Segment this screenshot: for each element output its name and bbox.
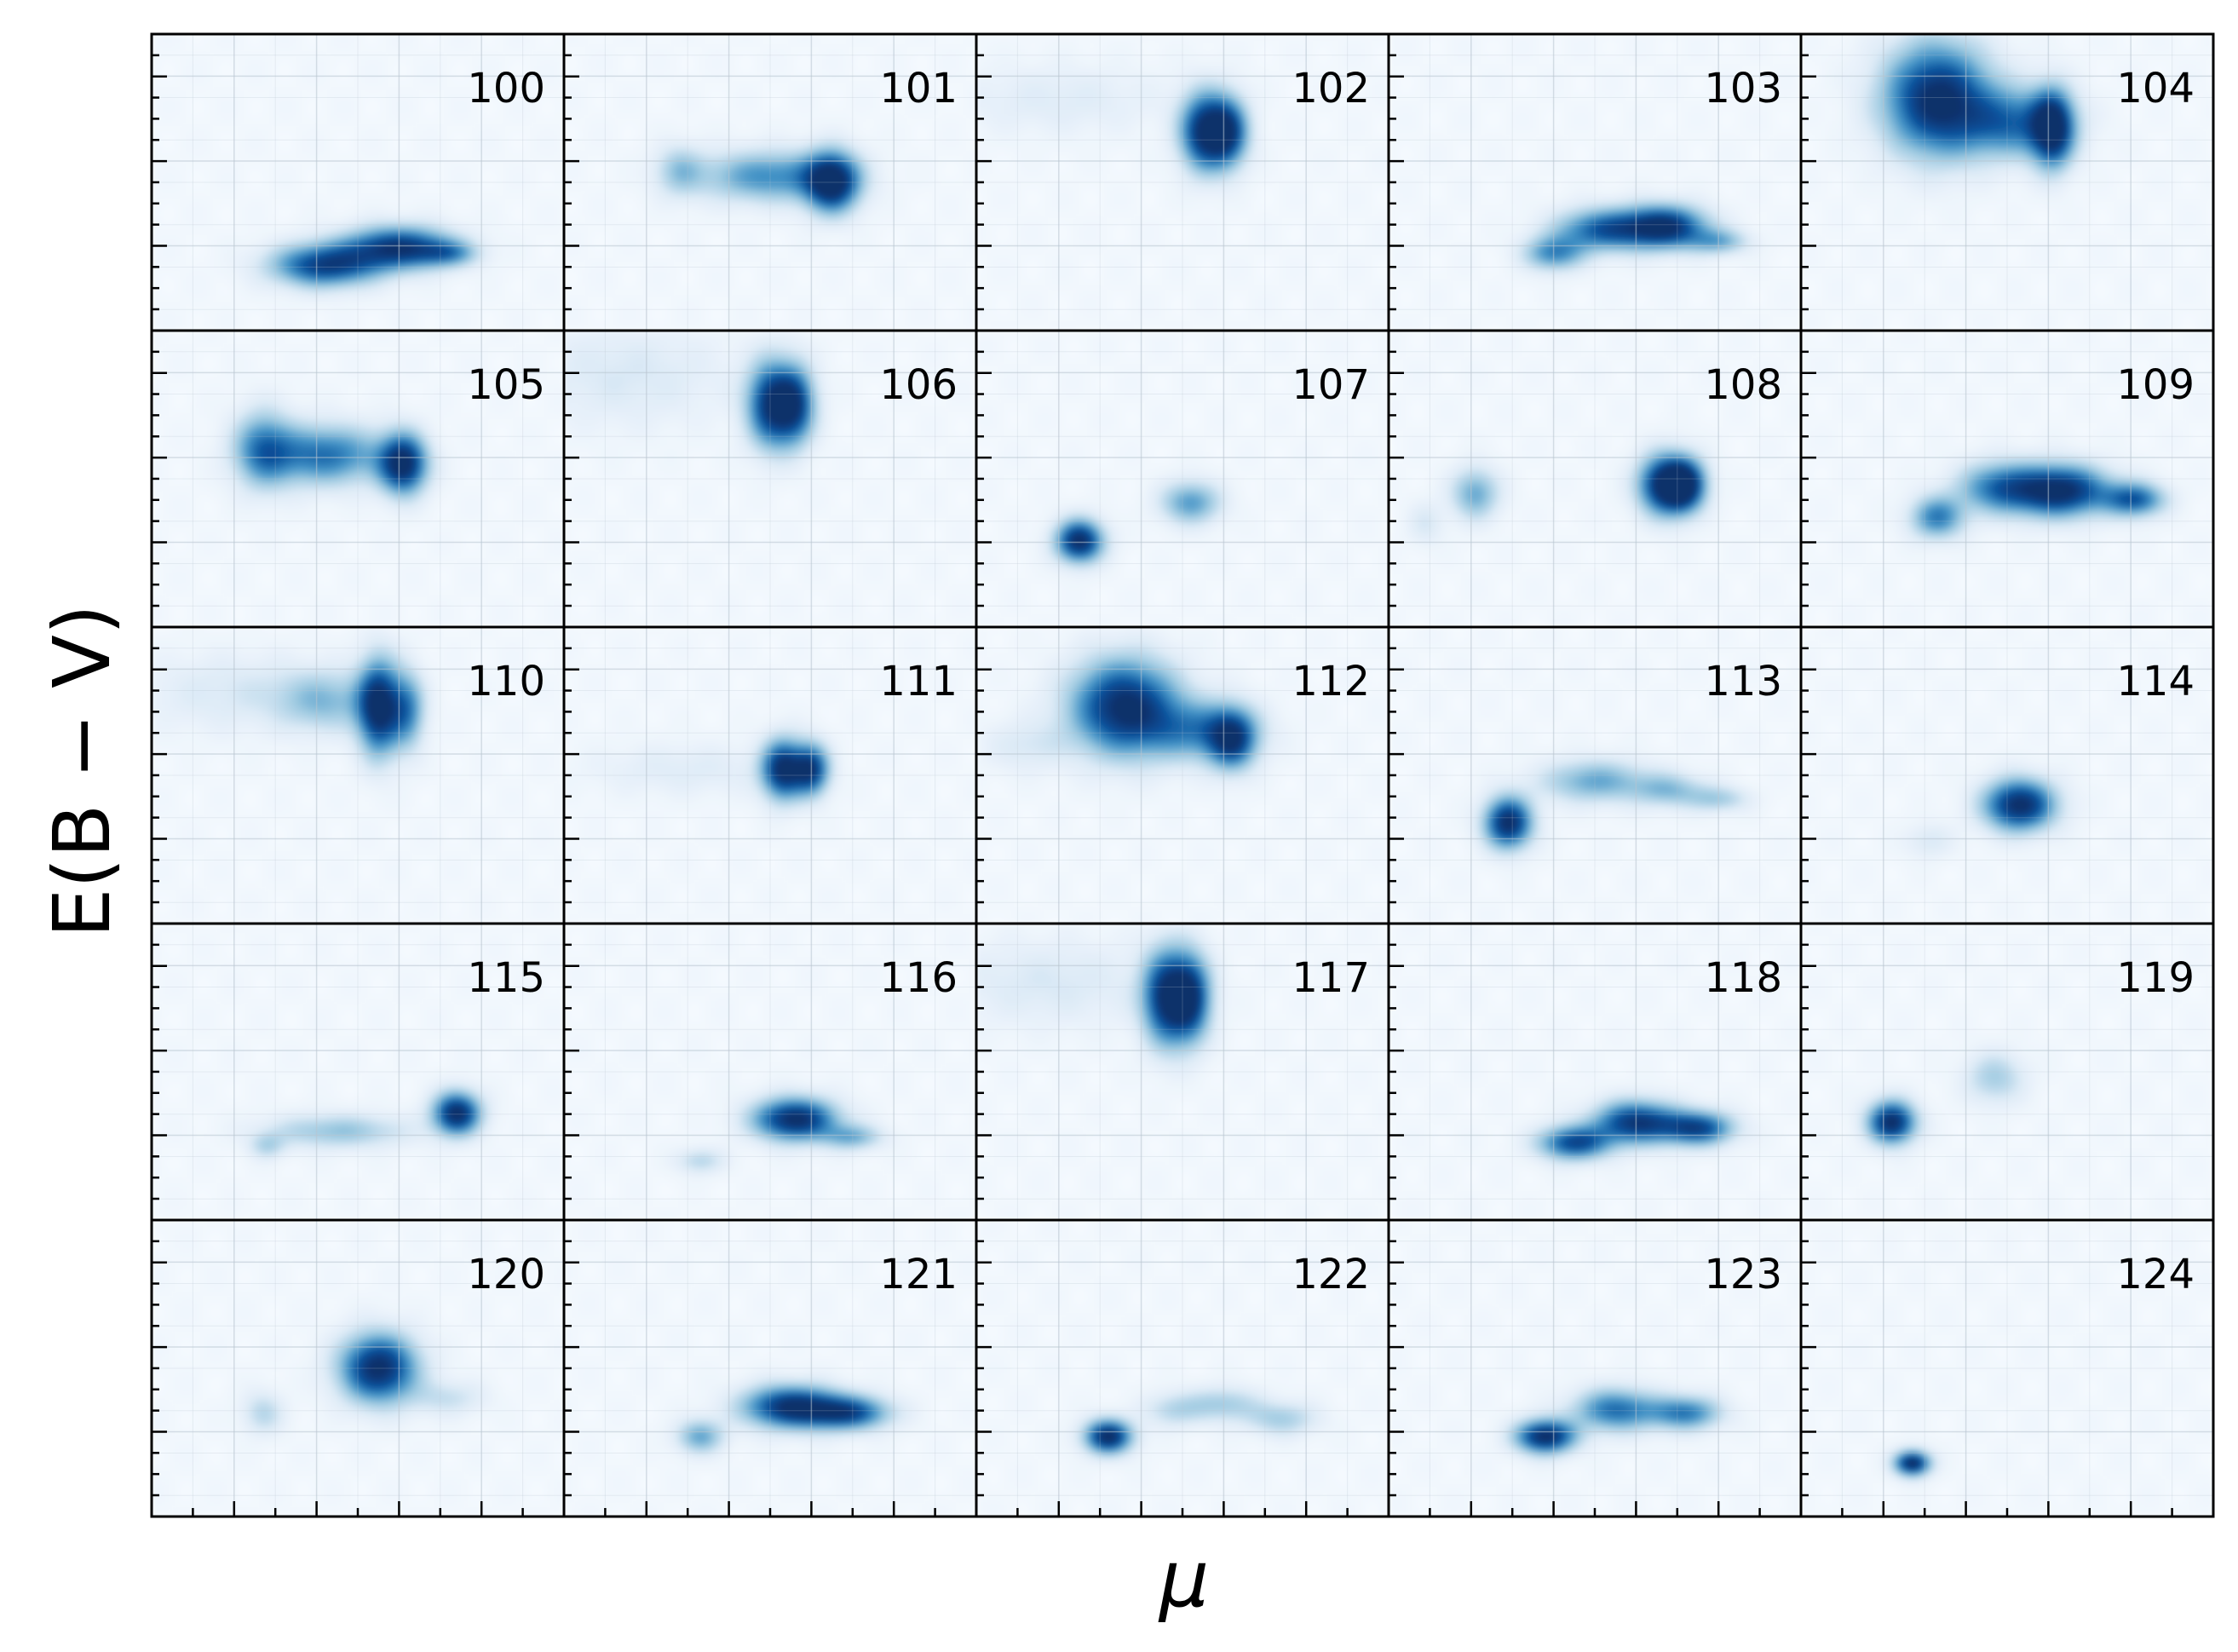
density-image [976,627,1389,924]
density-image [1389,34,1801,331]
panel-label: 105 [467,361,545,409]
panel-120: 120 [150,1218,566,1518]
density-image [1801,34,2213,331]
panel-116: 116 [562,922,978,1222]
density-image [152,627,564,924]
panel-122: 122 [975,1218,1390,1518]
density-image [1389,627,1801,924]
panel-115: 115 [150,922,566,1222]
density-image [1801,924,2213,1220]
density-image [152,924,564,1220]
panel-label: 118 [1704,954,1782,1002]
density-image [152,34,564,331]
panel-109: 109 [1799,329,2215,629]
density-image [1389,331,1801,627]
density-image [152,1220,564,1517]
density-image [564,627,976,924]
density-image [564,1220,976,1517]
panel-label: 119 [2116,954,2195,1002]
panel-label: 100 [467,65,545,112]
density-image [564,331,976,627]
panel-label: 120 [467,1251,545,1298]
panel-grid: 100 101 102 103 104 105 106 107 108 109 110 111 112 1… [150,32,2215,1518]
density-image [976,924,1389,1220]
density-image [564,924,976,1220]
panel-114: 114 [1799,625,2215,925]
panel-label: 103 [1704,65,1782,112]
panel-label: 116 [879,954,958,1002]
panel-104: 104 [1799,32,2215,332]
panel-label: 114 [2116,658,2195,705]
density-image [1389,924,1801,1220]
panel-123: 123 [1387,1218,1803,1518]
panel-121: 121 [562,1218,978,1518]
panel-label: 104 [2116,65,2195,112]
panel-111: 111 [562,625,978,925]
density-image [1801,627,2213,924]
x-axis-label: μ [1158,1534,1210,1625]
panel-119: 119 [1799,922,2215,1222]
panel-label: 111 [879,658,958,705]
panel-label: 113 [1704,658,1782,705]
density-image [564,34,976,331]
panel-label: 117 [1292,954,1370,1002]
panel-107: 107 [975,329,1390,629]
panel-118: 118 [1387,922,1803,1222]
panel-105: 105 [150,329,566,629]
panel-113: 113 [1387,625,1803,925]
panel-label: 115 [467,954,545,1002]
panel-110: 110 [150,625,566,925]
density-image [1801,331,2213,627]
panel-108: 108 [1387,329,1803,629]
panel-102: 102 [975,32,1390,332]
y-axis-label: E(B − V) [37,604,128,938]
panel-label: 124 [2116,1251,2195,1298]
panel-label: 121 [879,1251,958,1298]
panel-label: 101 [879,65,958,112]
density-image [152,331,564,627]
panel-label: 110 [467,658,545,705]
panel-label: 108 [1704,361,1782,409]
panel-106: 106 [562,329,978,629]
panel-label: 112 [1292,658,1370,705]
panel-100: 100 [150,32,566,332]
density-image [1801,1220,2213,1517]
panel-103: 103 [1387,32,1803,332]
panel-label: 109 [2116,361,2195,409]
panel-117: 117 [975,922,1390,1222]
density-image [1389,1220,1801,1517]
panel-label: 123 [1704,1251,1782,1298]
panel-label: 122 [1292,1251,1370,1298]
panel-frame [1799,1218,2215,1518]
panel-124: 124 [1799,1218,2215,1518]
panel-label: 107 [1292,361,1370,409]
density-image [976,1220,1389,1517]
panel-label: 106 [879,361,958,409]
density-image [976,331,1389,627]
panel-label: 102 [1292,65,1370,112]
density-image [976,34,1389,331]
panel-101: 101 [562,32,978,332]
panel-112: 112 [975,625,1390,925]
